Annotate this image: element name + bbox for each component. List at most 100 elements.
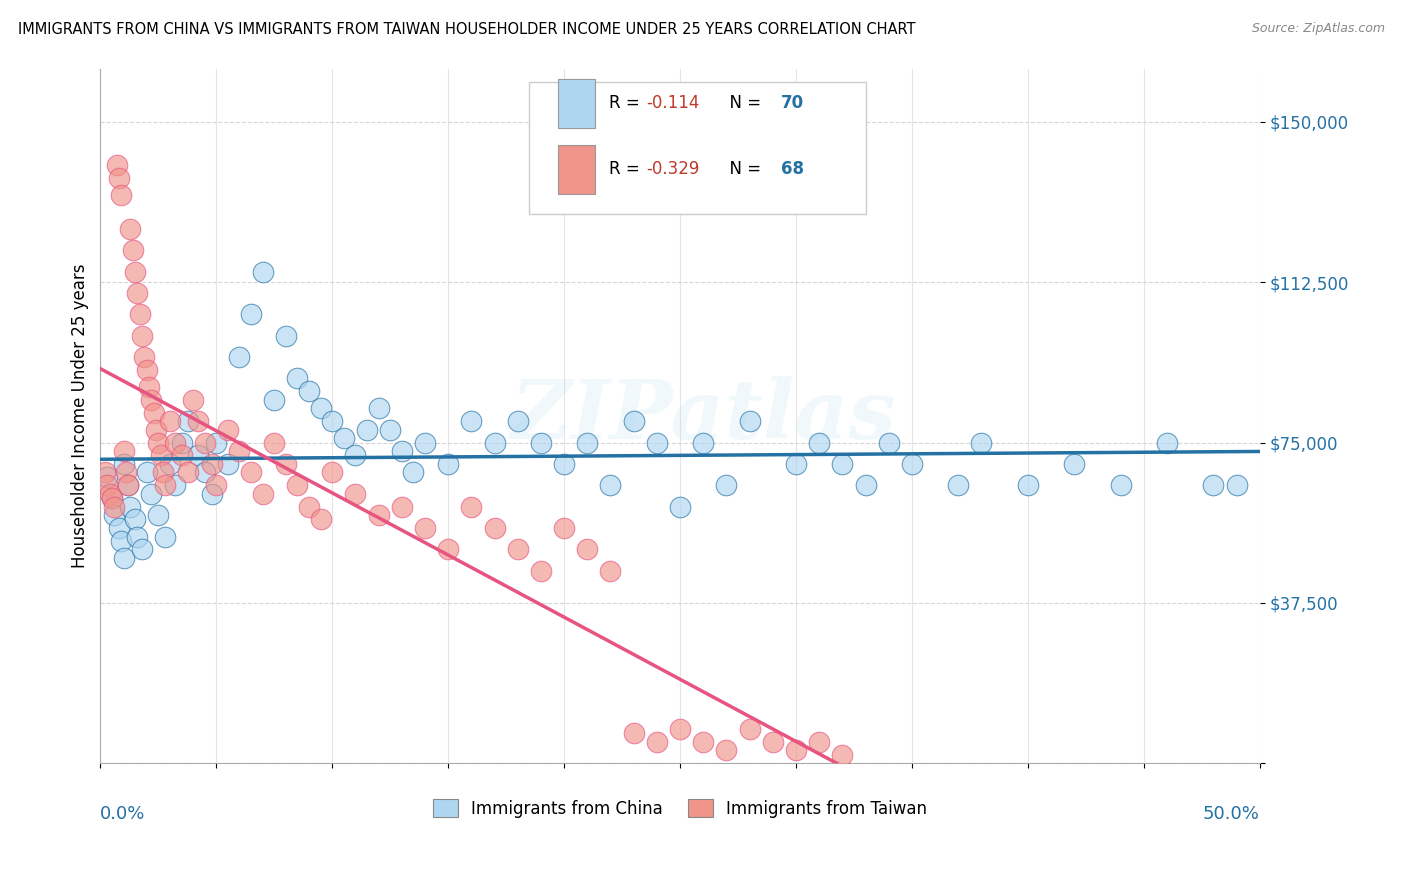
Point bbox=[112, 551, 135, 566]
Point bbox=[506, 542, 529, 557]
Point bbox=[187, 414, 209, 428]
Point bbox=[855, 478, 877, 492]
Point bbox=[155, 530, 177, 544]
Point bbox=[181, 392, 204, 407]
Point bbox=[105, 158, 128, 172]
Point bbox=[155, 478, 177, 492]
Point bbox=[669, 722, 692, 736]
Point bbox=[669, 500, 692, 514]
Point bbox=[645, 435, 668, 450]
Point bbox=[94, 466, 117, 480]
Point bbox=[1017, 478, 1039, 492]
Point bbox=[298, 500, 321, 514]
Point bbox=[117, 478, 139, 492]
Point bbox=[163, 435, 186, 450]
Point bbox=[115, 466, 138, 480]
Point bbox=[148, 508, 170, 523]
Point bbox=[240, 307, 263, 321]
Point bbox=[380, 423, 402, 437]
Point bbox=[148, 435, 170, 450]
Point bbox=[131, 328, 153, 343]
Point bbox=[110, 533, 132, 548]
Point bbox=[108, 170, 131, 185]
Point bbox=[1063, 457, 1085, 471]
Point bbox=[177, 466, 200, 480]
Point bbox=[367, 508, 389, 523]
Point bbox=[808, 735, 831, 749]
Point bbox=[506, 414, 529, 428]
Point bbox=[103, 508, 125, 523]
Legend: Immigrants from China, Immigrants from Taiwan: Immigrants from China, Immigrants from T… bbox=[426, 793, 934, 824]
Point bbox=[217, 423, 239, 437]
Point bbox=[553, 521, 575, 535]
Point bbox=[159, 457, 181, 471]
Point bbox=[1225, 478, 1247, 492]
Point bbox=[170, 435, 193, 450]
Point bbox=[98, 487, 121, 501]
Point bbox=[576, 435, 599, 450]
Point bbox=[108, 521, 131, 535]
Y-axis label: Householder Income Under 25 years: Householder Income Under 25 years bbox=[72, 263, 89, 568]
Point bbox=[785, 457, 807, 471]
Point bbox=[103, 500, 125, 514]
Point bbox=[159, 414, 181, 428]
Point bbox=[120, 500, 142, 514]
Bar bbox=[558, 145, 595, 194]
Point bbox=[145, 423, 167, 437]
Point bbox=[623, 726, 645, 740]
Point bbox=[530, 564, 553, 578]
Point bbox=[402, 466, 425, 480]
Point bbox=[553, 457, 575, 471]
Point bbox=[124, 512, 146, 526]
Point bbox=[785, 743, 807, 757]
Point bbox=[177, 414, 200, 428]
Point bbox=[692, 735, 714, 749]
Point bbox=[716, 478, 738, 492]
Point bbox=[194, 466, 217, 480]
Point bbox=[623, 414, 645, 428]
Point bbox=[217, 457, 239, 471]
Point bbox=[201, 487, 224, 501]
Point bbox=[309, 401, 332, 416]
Text: -0.114: -0.114 bbox=[647, 95, 700, 112]
Point bbox=[274, 457, 297, 471]
Point bbox=[333, 431, 356, 445]
Point bbox=[344, 448, 367, 462]
Point bbox=[645, 735, 668, 749]
Point bbox=[228, 350, 250, 364]
Point bbox=[762, 735, 785, 749]
Point bbox=[413, 435, 436, 450]
Point bbox=[112, 444, 135, 458]
Point bbox=[96, 469, 118, 483]
Point bbox=[274, 328, 297, 343]
FancyBboxPatch shape bbox=[529, 82, 866, 214]
Point bbox=[194, 435, 217, 450]
Point bbox=[101, 491, 124, 505]
Point bbox=[121, 243, 143, 257]
Bar bbox=[558, 78, 595, 128]
Point bbox=[484, 435, 506, 450]
Point bbox=[120, 222, 142, 236]
Point bbox=[831, 747, 853, 762]
Text: -0.329: -0.329 bbox=[647, 161, 700, 178]
Point bbox=[460, 500, 482, 514]
Point bbox=[127, 285, 149, 300]
Point bbox=[124, 264, 146, 278]
Text: 68: 68 bbox=[780, 161, 804, 178]
Point bbox=[134, 350, 156, 364]
Point bbox=[1109, 478, 1132, 492]
Point bbox=[437, 457, 460, 471]
Text: R =: R = bbox=[609, 95, 645, 112]
Text: IMMIGRANTS FROM CHINA VS IMMIGRANTS FROM TAIWAN HOUSEHOLDER INCOME UNDER 25 YEAR: IMMIGRANTS FROM CHINA VS IMMIGRANTS FROM… bbox=[18, 22, 915, 37]
Point bbox=[738, 722, 761, 736]
Point bbox=[287, 371, 309, 385]
Point bbox=[287, 478, 309, 492]
Point bbox=[970, 435, 993, 450]
Point bbox=[309, 512, 332, 526]
Point bbox=[135, 466, 157, 480]
Point bbox=[149, 448, 172, 462]
Point bbox=[163, 478, 186, 492]
Point bbox=[321, 466, 343, 480]
Point bbox=[738, 414, 761, 428]
Point bbox=[240, 466, 263, 480]
